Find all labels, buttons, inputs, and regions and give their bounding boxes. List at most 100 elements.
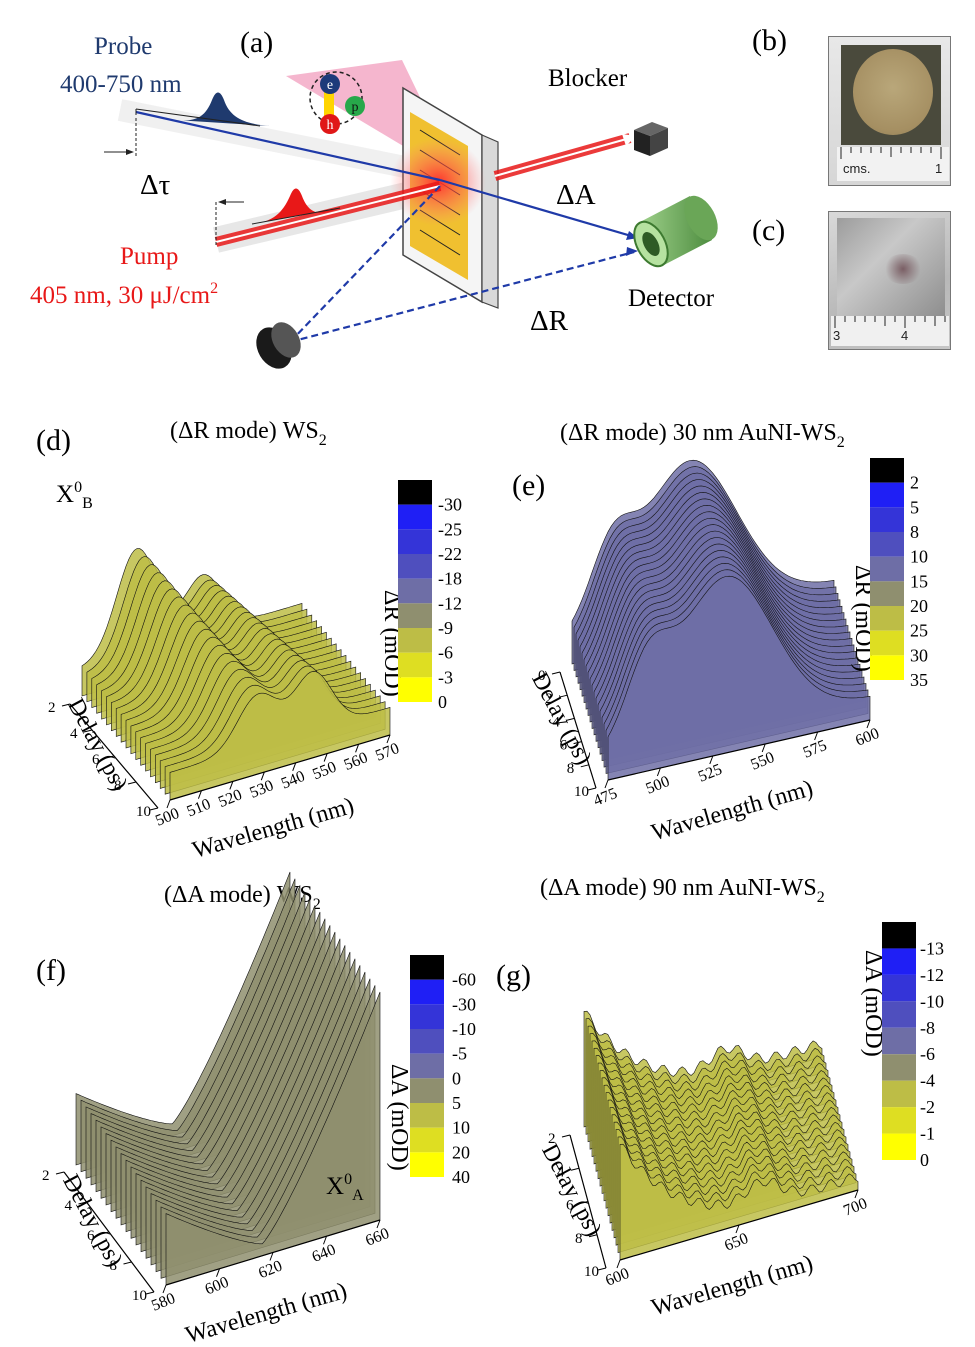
panel-b-label: (b) — [752, 24, 787, 57]
y-tick-mark — [573, 741, 582, 745]
colorbar-label: 25 — [910, 621, 928, 641]
y-tick-label: 10 — [584, 1264, 599, 1280]
colorbar-cell — [398, 529, 432, 554]
colorbar-cell — [410, 1152, 444, 1177]
blocker-cube — [634, 122, 668, 156]
colorbar-label: 35 — [910, 670, 928, 690]
x-tick-mark — [866, 719, 871, 729]
chart-title: (ΔR mode) WS2 — [170, 418, 327, 449]
reflected-to-detector — [289, 250, 635, 344]
x-tick-label: 570 — [373, 740, 402, 765]
blocker-label: Blocker — [548, 65, 628, 92]
y-tick-label: 0 — [538, 668, 546, 684]
x-axis-label: Wavelength (nm) — [649, 775, 816, 846]
peak-annotation: X0A — [326, 1171, 364, 1204]
surface-plot — [571, 459, 871, 781]
colorbar-cell — [398, 480, 432, 505]
colorbar-cell — [882, 1001, 916, 1028]
x-tick-mark — [216, 1268, 220, 1277]
colorbar-cell — [410, 1053, 444, 1079]
x-tick-label: 575 — [801, 737, 830, 762]
probe-range: 400-750 nm — [60, 71, 182, 98]
colorbar-label: -18 — [438, 569, 462, 589]
colorbar-cell — [410, 979, 444, 1005]
colorbar: -13-12-10-8-6-4-2-10 — [882, 922, 944, 1170]
sample-photo-auni-ws2: 3 4 — [828, 211, 951, 350]
x-tick-mark — [229, 781, 234, 790]
colorbar-cell — [410, 1078, 444, 1103]
panel-label: (g) — [496, 959, 531, 992]
delta-r-label: ΔR — [530, 305, 569, 337]
y-tick-mark — [149, 807, 159, 811]
colorbar-label: -2 — [920, 1097, 935, 1117]
y-tick-mark — [123, 1261, 132, 1265]
y-tick-label: 8 — [110, 1258, 118, 1274]
colorbar: -30-25-22-18-12-9-6-30 — [398, 480, 462, 712]
y-tick-label: 2 — [42, 1168, 50, 1184]
x-tick-label: 600 — [203, 1274, 232, 1299]
colorbar-label: 0 — [452, 1068, 461, 1088]
colorbar-cell — [882, 948, 916, 975]
colorbar-label: -30 — [438, 495, 462, 515]
y-tick-mark — [127, 781, 137, 785]
hole-marker — [320, 114, 340, 134]
colorbar-label: -12 — [920, 965, 944, 985]
colorbar-label: -4 — [920, 1071, 935, 1091]
colorbar-label: 5 — [452, 1093, 461, 1113]
x-tick-mark — [162, 1284, 167, 1294]
panel-c-label: (c) — [752, 214, 785, 247]
colorbar-cell — [410, 1004, 444, 1029]
svg-text:e: e — [327, 78, 333, 93]
y-axis-line — [559, 671, 597, 789]
y-tick-mark — [579, 1201, 589, 1204]
x-tick-mark — [604, 779, 609, 789]
y-tick-label: 4 — [70, 726, 78, 742]
y-tick-label: 10 — [574, 784, 589, 800]
colorbar-cell — [882, 974, 916, 1002]
y-tick-label: 4 — [65, 1198, 73, 1214]
x-tick-label: 530 — [247, 777, 276, 802]
svg-text:h: h — [327, 118, 334, 133]
x-tick-mark — [709, 755, 714, 765]
colorbar-cell — [398, 578, 432, 604]
colorbar-label: 10 — [910, 547, 928, 567]
y-tick-label: 6 — [87, 1228, 95, 1244]
colorbar-cell — [870, 606, 904, 631]
x-tick-label: 580 — [149, 1290, 178, 1315]
chart-e: (ΔR mode) 30 nm AuNI-WS2(e)475 500 525 550 5… — [512, 420, 928, 846]
x-tick-label: 640 — [310, 1241, 339, 1266]
x-tick-mark — [814, 731, 819, 741]
mirror — [256, 322, 301, 369]
y-tick-label: 10 — [136, 804, 151, 820]
x-tick-mark — [197, 790, 202, 799]
surface-strip — [607, 575, 871, 781]
x-axis-line — [169, 734, 391, 801]
colorbar-label: 15 — [910, 571, 928, 591]
y-tick-label: 8 — [567, 761, 575, 777]
chart-g: (ΔA mode) 90 nm AuNI-WS2 (g) 600 650 700 2 4 6 8… — [496, 875, 944, 1321]
colorbar-label: -1 — [920, 1124, 935, 1144]
y-tick-label: 8 — [575, 1231, 583, 1247]
chart-d: (ΔR mode) WS2 (d) 500 510 520 530 540 550 560 570… — [36, 418, 462, 864]
x-tick-label: 660 — [363, 1225, 392, 1250]
colorbar-cell — [870, 556, 904, 582]
colorbar-label: 5 — [910, 497, 919, 517]
x-tick-label: 525 — [696, 761, 725, 786]
probe-transmitted — [439, 178, 639, 240]
x-axis-label: Wavelength (nm) — [649, 1250, 816, 1321]
y-tick-mark — [559, 694, 568, 698]
x-tick-label: 650 — [722, 1230, 751, 1255]
y-tick-mark — [580, 764, 589, 768]
y-tick-mark — [78, 1201, 87, 1205]
x-tick-label: 510 — [185, 796, 214, 821]
x-tick-label: 600 — [853, 725, 882, 750]
x-tick-label: 700 — [841, 1195, 870, 1220]
y-tick-mark — [551, 671, 561, 675]
x-tick-mark — [269, 1252, 274, 1261]
colorbar-label: -13 — [920, 938, 944, 958]
x-tick-mark — [166, 799, 171, 809]
colorbar-cell — [882, 922, 916, 949]
delay-symbol: Δτ — [140, 169, 171, 201]
